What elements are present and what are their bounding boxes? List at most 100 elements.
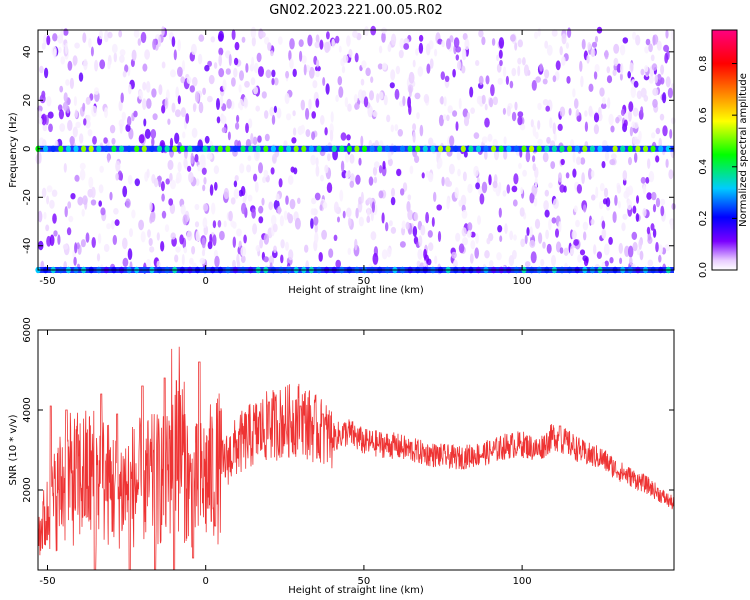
heatmap-noise-cell (289, 198, 296, 210)
heatmap-noise-cell (131, 209, 136, 219)
heatmap-noise-cell (245, 122, 249, 134)
heatmap-noise-cell (314, 192, 321, 201)
heatmap-noise-cell (342, 210, 346, 219)
heatmap-noise-cell (563, 185, 567, 193)
heatmap-noise-cell (140, 231, 146, 243)
heatmap-noise-cell (428, 137, 434, 146)
heatmap-noise-cell (558, 221, 562, 232)
heatmap-noise-cell (253, 62, 259, 74)
heatmap-noise-cell (233, 180, 238, 188)
heatmap-band-cell (513, 145, 520, 152)
heatmap-band-cell (658, 145, 664, 152)
heatmap-noise-cell (466, 112, 470, 120)
heatmap-noise-cell (461, 65, 466, 74)
heatmap-noise-cell (431, 217, 435, 227)
heatmap-noise-cell (537, 102, 542, 111)
heatmap-noise-cell (265, 69, 272, 79)
heatmap-noise-cell (531, 80, 537, 91)
heatmap-noise-cell (213, 165, 220, 175)
heatmap-noise-cell (520, 238, 526, 248)
heatmap-noise-cell (231, 77, 236, 87)
heatmap-noise-cell (190, 43, 197, 56)
heatmap-noise-cell (601, 161, 606, 169)
heatmap-noise-cell (128, 83, 132, 95)
heatmap-noise-cell (258, 205, 264, 214)
heatmap-noise-cell (559, 106, 566, 117)
heatmap-noise-cell (497, 225, 503, 233)
heatmap-noise-cell (177, 161, 182, 173)
heatmap-noise-cell (543, 200, 549, 211)
heatmap-band-cell (445, 145, 451, 152)
heatmap-noise-cell (280, 254, 284, 264)
heatmap-noise-cell (218, 68, 225, 78)
heatmap-noise-cell (555, 60, 561, 71)
heatmap-noise-cell (161, 26, 165, 36)
heatmap-noise-cell (535, 76, 541, 83)
heatmap-noise-cell (345, 151, 350, 163)
heatmap-noise-cell (179, 234, 184, 245)
heatmap-noise-cell (383, 94, 388, 106)
heatmap-noise-cell (557, 123, 563, 131)
heatmap-noise-cell (455, 54, 459, 61)
heatmap-noise-cell (372, 252, 379, 265)
heatmap-noise-cell (202, 87, 207, 96)
heatmap-band-cell (301, 145, 307, 152)
heatmap-noise-cell (651, 132, 656, 139)
heatmap-noise-cell (81, 208, 85, 217)
heatmap-noise-cell (548, 182, 553, 189)
heatmap-noise-cell (590, 48, 596, 57)
heatmap-noise-cell (270, 214, 277, 226)
heatmap-noise-cell (256, 52, 262, 63)
heatmap-noise-cell (69, 77, 74, 90)
heatmap-band-cell (665, 145, 671, 152)
heatmap-band-cell (270, 145, 276, 152)
heatmap-noise-cell (199, 257, 206, 265)
heatmap-noise-cell (238, 189, 244, 197)
heatmap-noise-cell (418, 235, 423, 247)
heatmap-noise-cell (462, 237, 468, 246)
heatmap-noise-cell (67, 60, 73, 71)
heatmap-noise-cell (436, 204, 443, 211)
heatmap-noise-cell (559, 46, 563, 56)
heatmap-noise-cell (381, 249, 388, 260)
heatmap-noise-cell (566, 76, 571, 84)
heatmap-noise-cell (579, 249, 586, 256)
heatmap-noise-cell (496, 252, 502, 261)
heatmap-noise-cell (291, 137, 297, 144)
heatmap-noise-cell (382, 62, 387, 71)
heatmap-noise-cell (64, 206, 68, 218)
heatmap-noise-cell (381, 212, 385, 224)
heatmap-noise-cell (75, 121, 81, 128)
heatmap-band-cell (635, 145, 641, 152)
heatmap-band-cell (88, 145, 94, 152)
heatmap-noise-cell (197, 53, 203, 65)
heatmap-noise-cell (619, 257, 623, 264)
heatmap-noise-cell (484, 103, 488, 111)
heatmap-noise-cell (490, 84, 495, 97)
heatmap-band-cell (377, 145, 383, 152)
heatmap-noise-cell (181, 254, 185, 266)
heatmap-noise-cell (391, 33, 397, 46)
heatmap-band-cell (589, 145, 596, 152)
heatmap-band-cell (460, 145, 466, 152)
heatmap-noise-cell (511, 111, 517, 122)
heatmap-noise-cell (164, 224, 170, 233)
heatmap-noise-cell (599, 201, 604, 210)
heatmap-noise-cell (396, 168, 402, 177)
heatmap-noise-cell (98, 184, 104, 194)
heatmap-noise-cell (640, 176, 646, 184)
heatmap-noise-cell (533, 197, 538, 207)
heatmap-noise-cell (467, 222, 473, 232)
heatmap-noise-cell (662, 125, 668, 137)
heatmap-noise-cell (588, 105, 593, 117)
heatmap-noise-cell (321, 229, 327, 240)
heatmap-noise-cell (310, 208, 315, 216)
heatmap-noise-cell (370, 231, 377, 241)
heatmap-noise-cell (576, 156, 581, 165)
heatmap-noise-cell (164, 97, 169, 109)
heatmap-noise-cell (250, 26, 257, 39)
heatmap-noise-cell (85, 96, 91, 105)
heatmap-noise-cell (340, 132, 347, 141)
heatmap-noise-cell (476, 95, 482, 105)
heatmap-noise-cell (180, 76, 185, 84)
